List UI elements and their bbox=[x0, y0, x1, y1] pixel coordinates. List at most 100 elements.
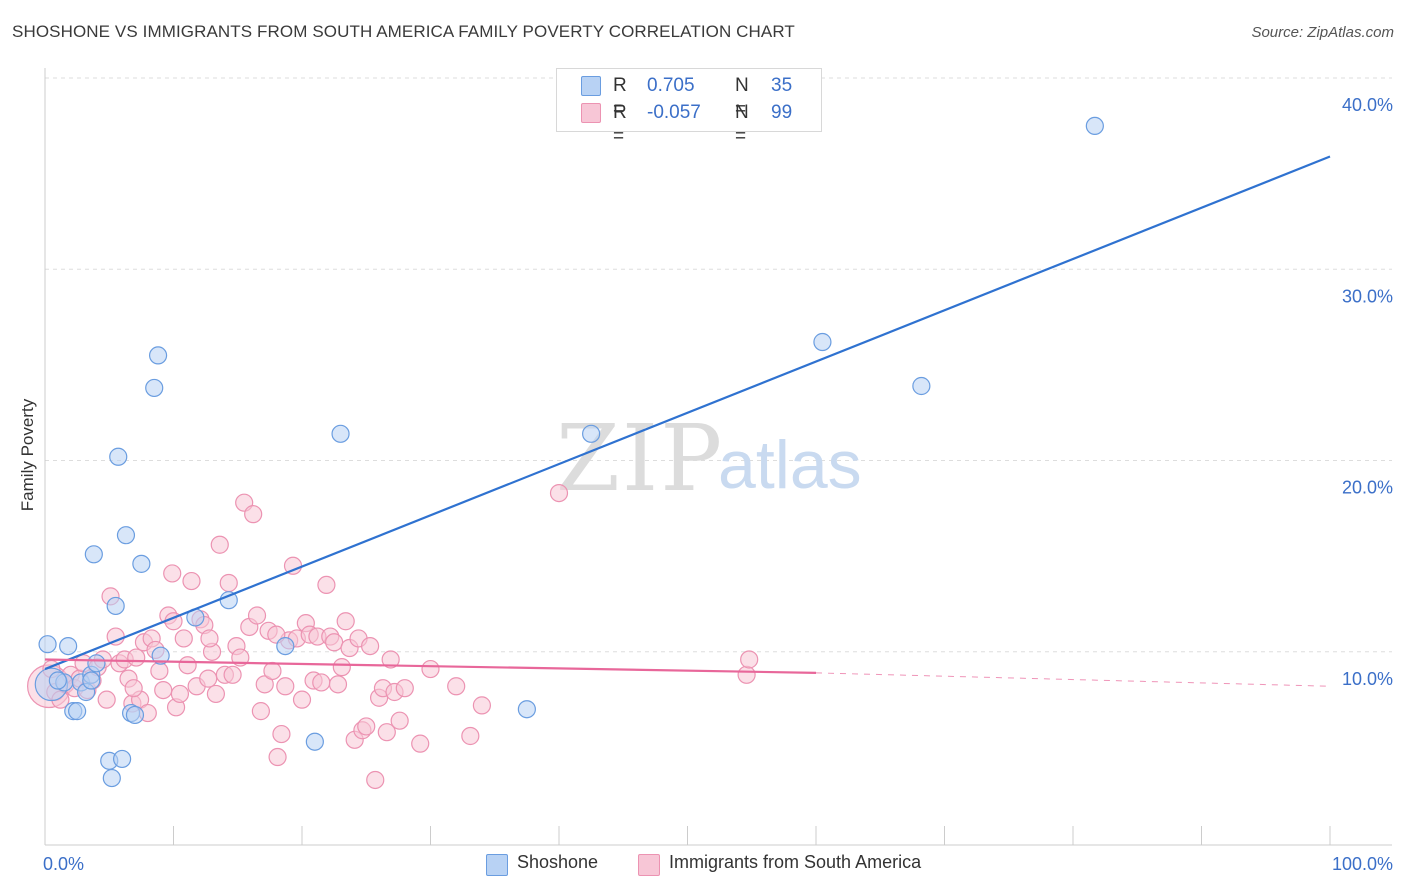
shoshone-point bbox=[151, 646, 170, 665]
immigrants-point bbox=[247, 606, 267, 625]
legend-n-label: N = bbox=[735, 102, 749, 147]
bottom-legend-label-immigrants: Immigrants from South America bbox=[669, 852, 922, 872]
immigrants-trend-line bbox=[44, 658, 817, 674]
shoshone-point bbox=[145, 378, 164, 398]
immigrants-point bbox=[332, 658, 351, 677]
shoshone-point bbox=[813, 332, 832, 352]
immigrants-point bbox=[272, 724, 291, 744]
shoshone-point bbox=[132, 554, 151, 573]
immigrants-point bbox=[255, 675, 274, 694]
immigrants-point bbox=[325, 633, 344, 652]
legend-n-value: 35 bbox=[771, 75, 793, 96]
immigrants-point bbox=[124, 679, 143, 698]
immigrants-point bbox=[127, 648, 146, 667]
immigrants-point bbox=[381, 650, 400, 669]
shoshone-point bbox=[148, 346, 168, 365]
shoshone-point bbox=[82, 671, 101, 690]
y-tick-label: 40.0% bbox=[1342, 95, 1393, 115]
immigrants-point bbox=[361, 636, 380, 656]
legend-r-label: R = bbox=[613, 102, 627, 147]
shoshone-point bbox=[276, 636, 295, 656]
immigrants-point bbox=[377, 723, 396, 742]
bottom-legend-swatch-shoshone bbox=[486, 854, 508, 876]
x-tick-label: 100.0% bbox=[1332, 854, 1393, 874]
chart-title: SHOSHONE VS IMMIGRANTS FROM SOUTH AMERIC… bbox=[12, 22, 795, 41]
y-tick-label: 10.0% bbox=[1342, 669, 1393, 689]
immigrants-point bbox=[219, 573, 238, 593]
immigrants-point bbox=[206, 684, 226, 704]
legend-r-label: R = bbox=[613, 75, 627, 120]
shoshone-point bbox=[87, 654, 106, 673]
immigrants-point bbox=[472, 696, 491, 715]
x-tick-label: 0.0% bbox=[43, 854, 84, 874]
immigrants-point bbox=[170, 684, 190, 704]
immigrants-point bbox=[737, 665, 756, 684]
immigrants-point bbox=[292, 690, 312, 709]
immigrants-point bbox=[163, 564, 182, 583]
immigrants-point bbox=[549, 484, 569, 503]
immigrants-point bbox=[223, 665, 242, 684]
shoshone-point bbox=[125, 705, 145, 725]
shoshone-point bbox=[84, 545, 103, 564]
immigrants-point bbox=[268, 747, 287, 767]
immigrants-point bbox=[461, 726, 480, 746]
immigrants-point bbox=[336, 612, 355, 631]
legend-r-value: 0.705 bbox=[647, 75, 695, 96]
immigrants-point bbox=[366, 770, 385, 790]
shoshone-point bbox=[912, 376, 931, 396]
shoshone-point bbox=[102, 768, 121, 788]
shoshone-point bbox=[517, 700, 536, 719]
immigrants-point bbox=[263, 661, 282, 681]
immigrants-point bbox=[312, 673, 331, 692]
shoshone-point bbox=[331, 424, 350, 443]
legend-n-label: N = bbox=[735, 75, 749, 120]
y-tick-label: 20.0% bbox=[1342, 478, 1393, 498]
immigrants-point bbox=[390, 711, 409, 730]
y-tick-label: 30.0% bbox=[1342, 286, 1393, 306]
immigrants-point bbox=[357, 717, 376, 736]
watermark-zip: ZIP bbox=[556, 405, 724, 512]
shoshone-point bbox=[48, 671, 67, 690]
immigrants-point bbox=[276, 677, 295, 696]
immigrants-point bbox=[200, 629, 219, 648]
immigrants-point bbox=[447, 677, 466, 696]
shoshone-point bbox=[68, 702, 87, 721]
immigrants-point bbox=[178, 656, 197, 675]
immigrants-point bbox=[251, 702, 270, 721]
watermark-atlas: atlas bbox=[718, 427, 862, 503]
immigrants-point bbox=[317, 575, 336, 595]
shoshone-point bbox=[59, 636, 78, 656]
stats-legend: R = 0.705 N = 35 R = -0.057 N = 99 bbox=[556, 68, 822, 147]
shoshone-point bbox=[106, 596, 125, 616]
immigrants-point bbox=[182, 571, 201, 591]
shoshone-point bbox=[109, 447, 128, 466]
legend-swatch-immigrants bbox=[581, 103, 601, 123]
bottom-legend-label-shoshone: Shoshone bbox=[517, 852, 599, 872]
shoshone-point bbox=[116, 526, 136, 545]
shoshone-point bbox=[1085, 116, 1104, 136]
immigrants-point bbox=[411, 734, 430, 753]
immigrants-point bbox=[150, 661, 169, 681]
shoshone-point bbox=[582, 424, 601, 443]
immigrants-point bbox=[740, 650, 759, 669]
immigrants-point bbox=[421, 659, 440, 679]
shoshone-trend-line bbox=[44, 155, 1331, 671]
immigrants-point bbox=[210, 535, 229, 554]
legend-swatch-shoshone bbox=[581, 76, 601, 96]
shoshone-point bbox=[305, 732, 324, 751]
legend-n-value: 99 bbox=[771, 102, 793, 123]
shoshone-point bbox=[38, 635, 57, 654]
immigrants-point bbox=[328, 675, 348, 694]
immigrants-point bbox=[199, 669, 218, 688]
source-label: Source: ZipAtlas.com bbox=[1251, 24, 1394, 41]
immigrants-point bbox=[395, 679, 414, 698]
immigrants-point bbox=[97, 690, 116, 709]
bottom-legend-swatch-immigrants bbox=[638, 854, 660, 876]
shoshone-point bbox=[112, 749, 132, 769]
immigrants-point bbox=[154, 680, 173, 700]
immigrants-trend-extension bbox=[815, 672, 1331, 687]
legend-r-value: -0.057 bbox=[647, 102, 701, 123]
immigrants-point bbox=[174, 629, 193, 648]
immigrants-point bbox=[244, 505, 263, 524]
